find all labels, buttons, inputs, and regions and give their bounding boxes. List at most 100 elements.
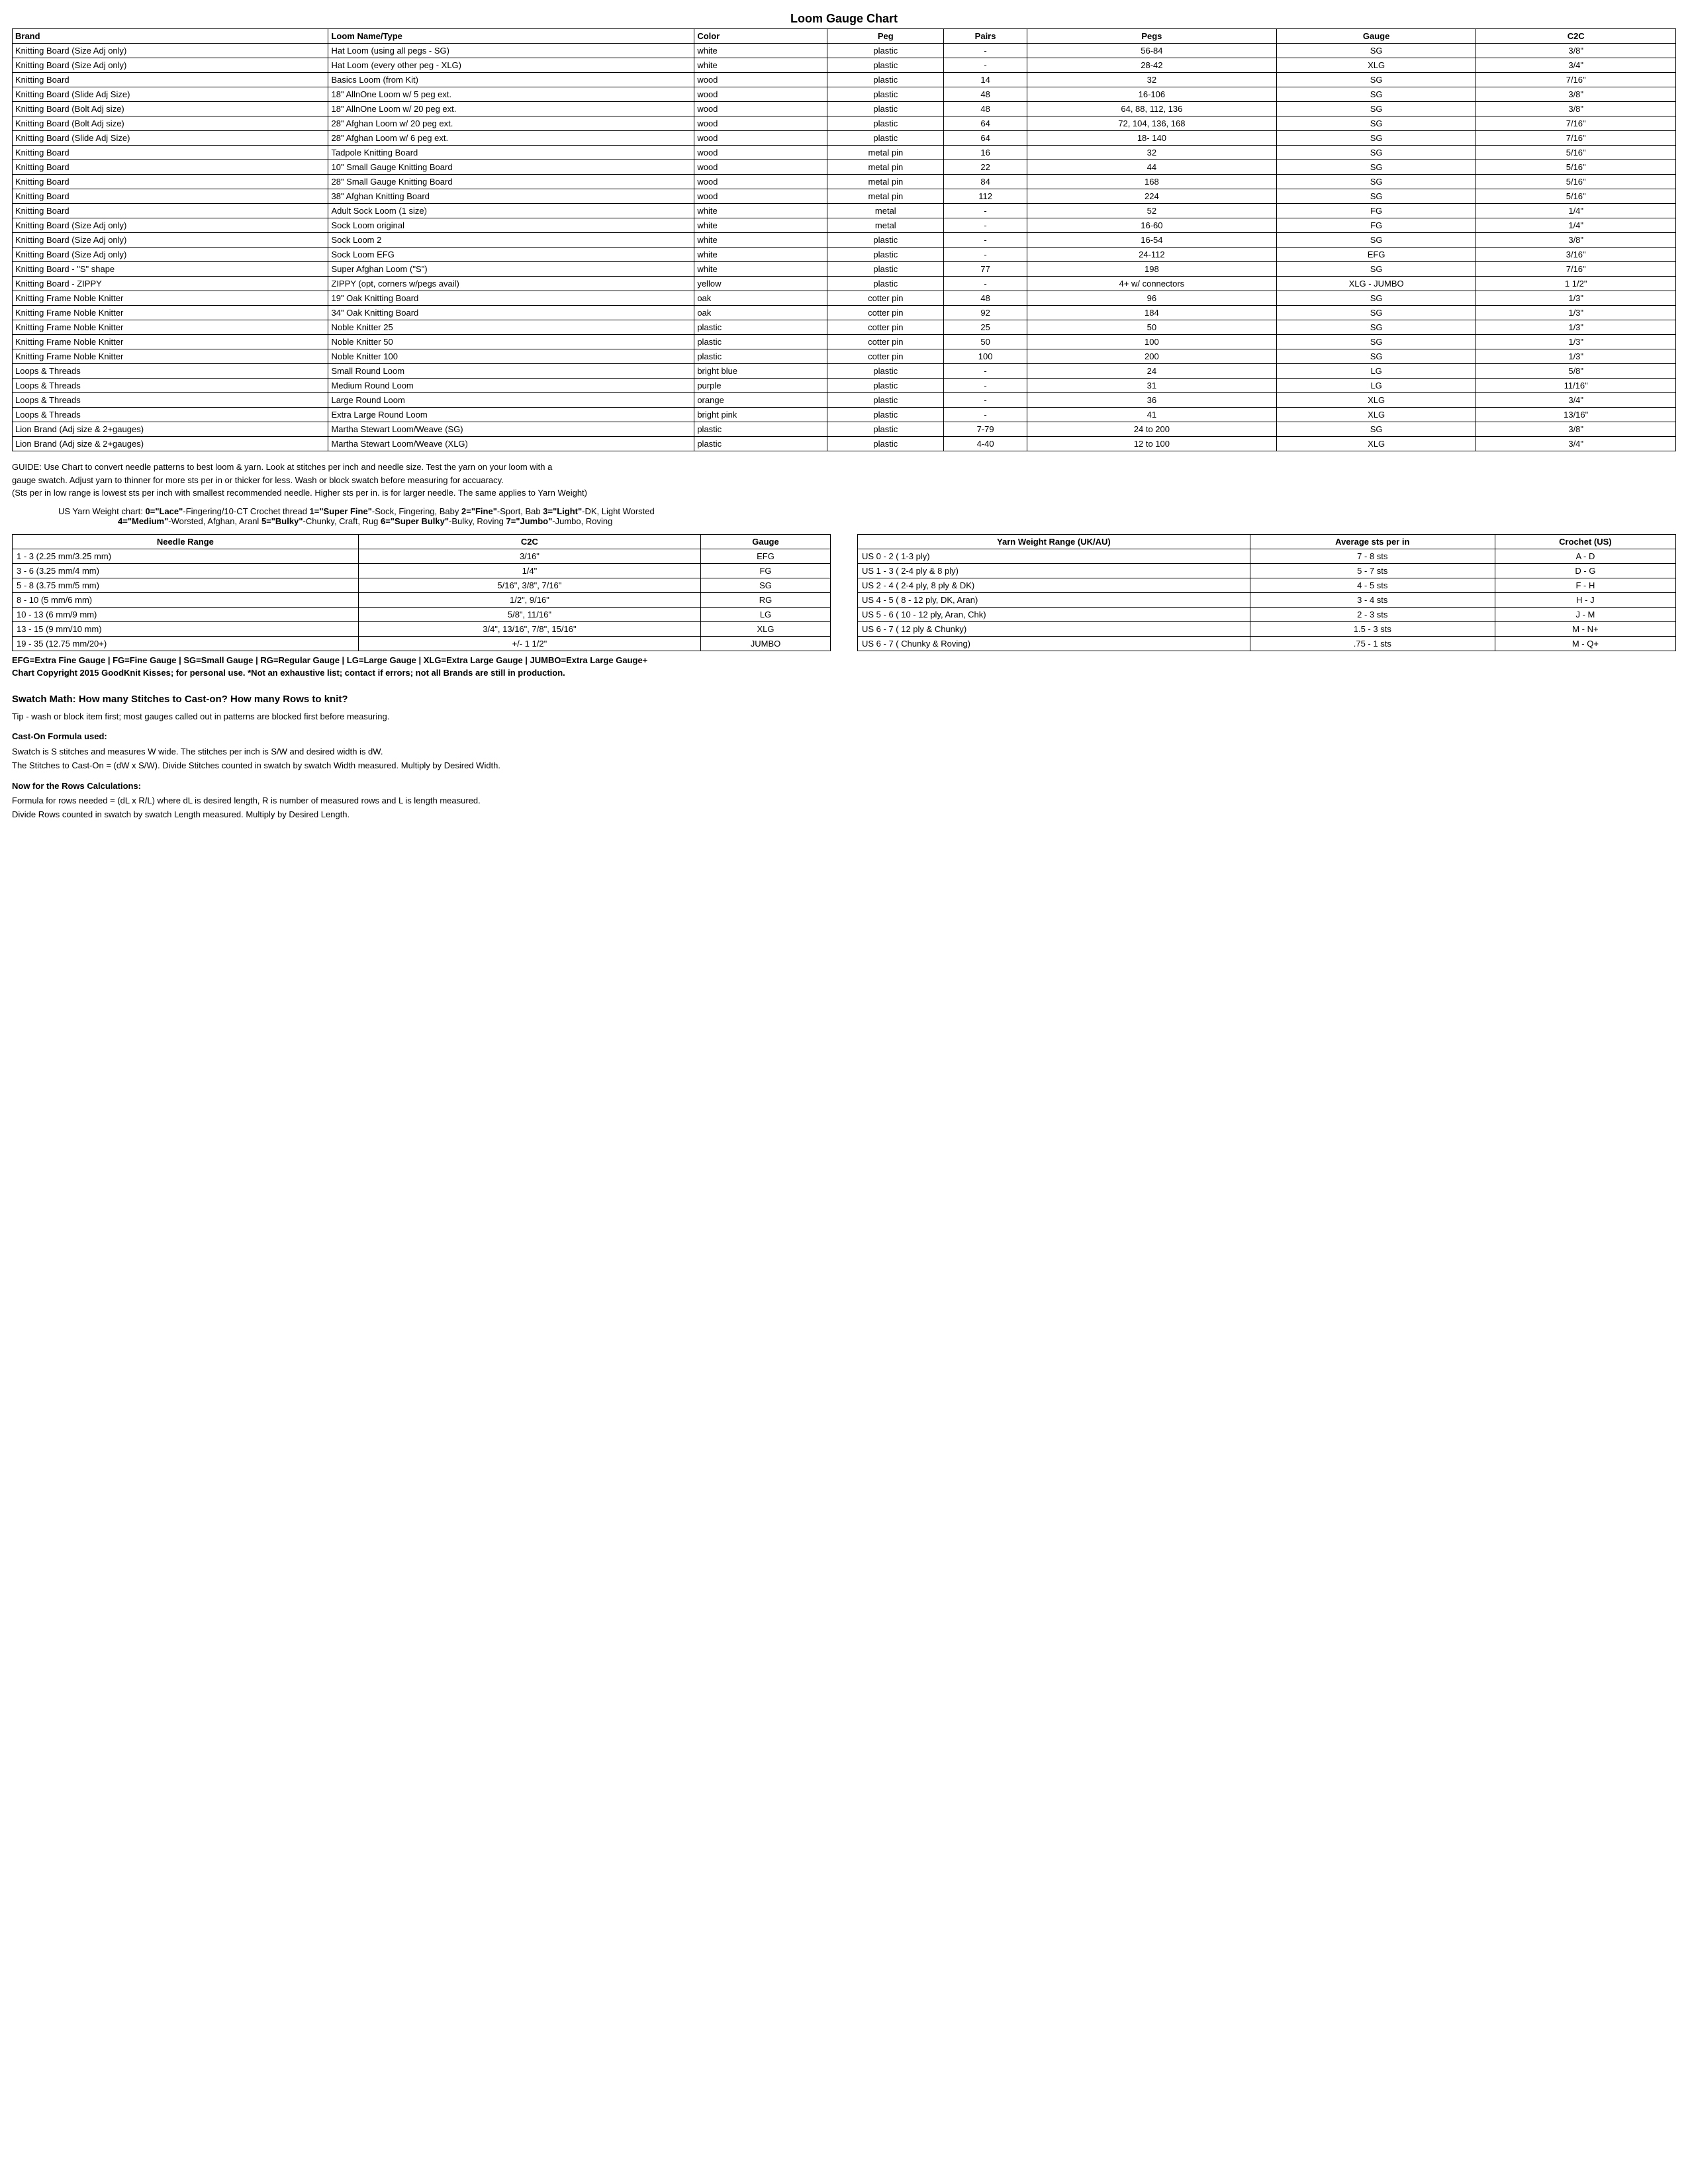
table-cell: 25 <box>944 320 1027 335</box>
table-cell: 3/4" <box>1476 393 1676 408</box>
table-row: 10 - 13 (6 mm/9 mm)5/8", 11/16"LG <box>13 607 831 621</box>
table-cell: plastic <box>827 87 944 102</box>
table-cell: 100 <box>1027 335 1276 349</box>
table-cell: 1/3" <box>1476 335 1676 349</box>
table-cell: 19" Oak Knitting Board <box>328 291 694 306</box>
table-cell: bright blue <box>694 364 827 379</box>
table-cell: 4-40 <box>944 437 1027 451</box>
table-cell: M - N+ <box>1495 621 1675 636</box>
table-cell: metal <box>827 204 944 218</box>
table-cell: yellow <box>694 277 827 291</box>
table-cell: Medium Round Loom <box>328 379 694 393</box>
table-row: Knitting BoardBasics Loom (from Kit)wood… <box>13 73 1676 87</box>
table-cell: 28" Afghan Loom w/ 6 peg ext. <box>328 131 694 146</box>
table-cell: - <box>944 393 1027 408</box>
table-cell: plastic <box>694 437 827 451</box>
table-cell: Basics Loom (from Kit) <box>328 73 694 87</box>
guide-text: GUIDE: Use Chart to convert needle patte… <box>12 461 1676 500</box>
table-row: Knitting Board (Size Adj only)Sock Loom … <box>13 233 1676 248</box>
col-header: Yarn Weight Range (UK/AU) <box>858 534 1250 549</box>
table-cell: 52 <box>1027 204 1276 218</box>
table-cell: Knitting Board <box>13 189 328 204</box>
table-cell: SG <box>1276 291 1476 306</box>
table-cell: Large Round Loom <box>328 393 694 408</box>
table-cell: - <box>944 233 1027 248</box>
table-cell: Knitting Board <box>13 175 328 189</box>
table-cell: 1 - 3 (2.25 mm/3.25 mm) <box>13 549 359 563</box>
table-row: 19 - 35 (12.75 mm/20+)+/- 1 1/2"JUMBO <box>13 636 831 651</box>
table-cell: LG <box>700 607 830 621</box>
table-cell: 5/16" <box>1476 189 1676 204</box>
table-cell: 184 <box>1027 306 1276 320</box>
table-cell: 2 - 3 sts <box>1250 607 1495 621</box>
table-cell: Knitting Board <box>13 204 328 218</box>
col-header: Crochet (US) <box>1495 534 1675 549</box>
table-row: Knitting Frame Noble KnitterNoble Knitte… <box>13 335 1676 349</box>
col-header: Gauge <box>1276 29 1476 44</box>
table-cell: 72, 104, 136, 168 <box>1027 116 1276 131</box>
table-cell: Knitting Frame Noble Knitter <box>13 349 328 364</box>
guide-line: gauge swatch. Adjust yarn to thinner for… <box>12 474 1676 487</box>
swatch-math-section: Swatch Math: How many Stitches to Cast-o… <box>12 692 1676 823</box>
table-cell: - <box>944 379 1027 393</box>
table-cell: wood <box>694 87 827 102</box>
table-cell: 16-54 <box>1027 233 1276 248</box>
table-cell: Extra Large Round Loom <box>328 408 694 422</box>
table-cell: Loops & Threads <box>13 408 328 422</box>
table-cell: .75 - 1 sts <box>1250 636 1495 651</box>
table-cell: plastic <box>827 131 944 146</box>
table-cell: JUMBO <box>700 636 830 651</box>
table-row: Knitting Board (Bolt Adj size)28" Afghan… <box>13 116 1676 131</box>
table-cell: 77 <box>944 262 1027 277</box>
table-cell: 7/16" <box>1476 262 1676 277</box>
table-cell: plastic <box>827 116 944 131</box>
table-cell: 16-60 <box>1027 218 1276 233</box>
table-cell: metal pin <box>827 146 944 160</box>
table-cell: 1/4" <box>358 563 700 578</box>
table-cell: 28-42 <box>1027 58 1276 73</box>
table-cell: FG <box>700 563 830 578</box>
table-cell: plastic <box>827 364 944 379</box>
table-cell: US 0 - 2 ( 1-3 ply) <box>858 549 1250 563</box>
table-cell: Small Round Loom <box>328 364 694 379</box>
col-header: Needle Range <box>13 534 359 549</box>
table-cell: ZIPPY (opt, corners w/pegs avail) <box>328 277 694 291</box>
table-cell: oak <box>694 306 827 320</box>
table-cell: Lion Brand (Adj size & 2+gauges) <box>13 422 328 437</box>
rows-line: Formula for rows needed = (dL x R/L) whe… <box>12 794 1676 808</box>
table-cell: purple <box>694 379 827 393</box>
table-cell: 48 <box>944 291 1027 306</box>
table-cell: 200 <box>1027 349 1276 364</box>
table-cell: SG <box>1276 131 1476 146</box>
table-cell: orange <box>694 393 827 408</box>
table-cell: 5/16" <box>1476 146 1676 160</box>
table-cell: wood <box>694 175 827 189</box>
table-cell: cotter pin <box>827 291 944 306</box>
table-cell: white <box>694 204 827 218</box>
table-cell: SG <box>1276 102 1476 116</box>
table-cell: plastic <box>827 73 944 87</box>
yarn-weight-chart: US Yarn Weight chart: 0="Lace"-Fingering… <box>12 506 1676 526</box>
table-cell: Knitting Board <box>13 160 328 175</box>
table-cell: Knitting Board (Size Adj only) <box>13 218 328 233</box>
table-row: Knitting Board28" Small Gauge Knitting B… <box>13 175 1676 189</box>
table-row: Knitting Board - "S" shapeSuper Afghan L… <box>13 262 1676 277</box>
table-cell: Knitting Board (Size Adj only) <box>13 44 328 58</box>
table-cell: 100 <box>944 349 1027 364</box>
table-cell: LG <box>1276 364 1476 379</box>
table-cell: 36 <box>1027 393 1276 408</box>
table-row: US 5 - 6 ( 10 - 12 ply, Aran, Chk)2 - 3 … <box>858 607 1676 621</box>
table-cell: - <box>944 218 1027 233</box>
table-cell: Noble Knitter 100 <box>328 349 694 364</box>
table-cell: - <box>944 277 1027 291</box>
table-cell: - <box>944 58 1027 73</box>
table-cell: 3/4", 13/16", 7/8", 15/16" <box>358 621 700 636</box>
table-cell: 11/16" <box>1476 379 1676 393</box>
table-row: US 4 - 5 ( 8 - 12 ply, DK, Aran)3 - 4 st… <box>858 592 1676 607</box>
table-cell: bright pink <box>694 408 827 422</box>
table-cell: SG <box>1276 146 1476 160</box>
table-row: Knitting Board38" Afghan Knitting Boardw… <box>13 189 1676 204</box>
table-cell: 38" Afghan Knitting Board <box>328 189 694 204</box>
swatch-heading: Swatch Math: How many Stitches to Cast-o… <box>12 692 1676 707</box>
table-cell: metal <box>827 218 944 233</box>
